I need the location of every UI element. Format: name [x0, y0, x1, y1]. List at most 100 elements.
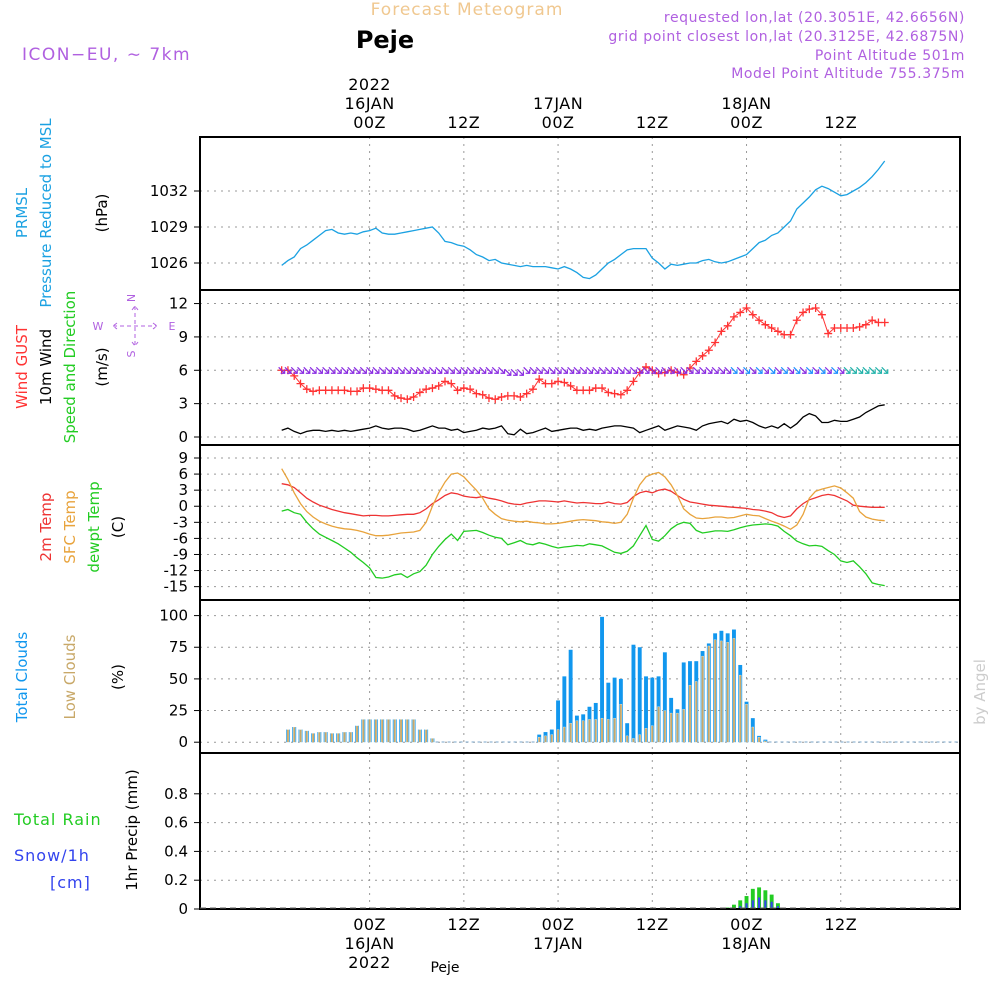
wind-direction-arrow — [736, 366, 744, 374]
bottom-axis-tick-label: 16JAN — [345, 934, 395, 953]
bar-low_clouds — [682, 709, 685, 743]
gust-marker — [717, 327, 726, 336]
gust-marker — [698, 351, 707, 360]
top-axis-tick-label: 12Z — [447, 113, 480, 132]
wind-direction-arrow — [868, 366, 876, 374]
wind-direction-arrow — [705, 366, 713, 374]
bar-low_clouds — [575, 720, 579, 743]
y-tick-label: 0.4 — [164, 842, 188, 860]
bar-low_clouds — [412, 719, 415, 743]
gust-marker — [484, 394, 493, 403]
bar-low_clouds — [720, 640, 723, 743]
bar-low_clouds — [355, 725, 359, 743]
wind-direction-arrow — [717, 366, 725, 374]
series-line-temp2m — [281, 483, 885, 519]
bar-total_clouds — [662, 652, 667, 743]
wind-direction-arrow — [372, 366, 380, 374]
bar-low_clouds — [293, 726, 296, 743]
y-tick-label: 1029 — [150, 218, 188, 236]
y-tick-label: 100 — [159, 607, 188, 625]
wind-direction-arrow — [642, 366, 650, 374]
panel-precip: 0 0.2 0.4 0.6 0.8 Total Rain Snow/1h [cm] 1hr Pr… — [13, 752, 961, 918]
bar-low_clouds — [424, 729, 428, 743]
wind-direction-arrow — [309, 366, 317, 374]
bar-total_clouds — [606, 682, 611, 743]
panel-side-label: Low Clouds — [61, 634, 79, 719]
bar-low_clouds — [588, 719, 591, 743]
bar-snow — [745, 903, 748, 909]
gust-marker — [629, 377, 638, 386]
top-axis-tick-label: 00Z — [730, 113, 763, 132]
compass-ew-arrow — [112, 322, 158, 330]
bar-total_clouds — [612, 677, 617, 743]
bar-low_clouds — [299, 729, 302, 743]
wind-direction-arrow — [498, 366, 506, 374]
bottom-axis-tick-label: 18JAN — [721, 934, 771, 953]
panel-side-label: 10m Wind — [37, 329, 55, 405]
wind-direction-arrow — [598, 366, 606, 374]
gust-marker — [440, 377, 449, 386]
wind-direction-arrow — [284, 366, 292, 374]
bar-low_clouds — [324, 731, 327, 743]
panel-side-label: 1hr Precip (mm) — [123, 769, 141, 890]
wind-direction-arrow — [849, 366, 857, 374]
bar-low_clouds — [362, 719, 365, 743]
bar-rain — [744, 896, 749, 909]
bar-low_clouds — [757, 736, 761, 743]
wind-direction-arrow — [780, 366, 788, 374]
wind-direction-arrow — [604, 366, 612, 374]
top-axis-tick-label: 16JAN — [345, 94, 395, 113]
gust-marker — [861, 320, 870, 329]
gust-marker — [855, 322, 864, 331]
y-tick-label: -3 — [173, 513, 188, 531]
gust-marker — [516, 392, 525, 401]
bar-low_clouds — [311, 733, 315, 743]
y-tick-label: -15 — [164, 578, 189, 596]
wind-direction-arrow — [699, 366, 707, 374]
gust-marker — [679, 370, 688, 379]
gust-marker — [447, 379, 456, 388]
wind-direction-arrow — [422, 366, 430, 374]
compass-w: W — [93, 320, 104, 333]
series-line-sfc — [281, 468, 885, 537]
bar-total_clouds — [650, 677, 655, 743]
wind-direction-arrow — [535, 366, 543, 374]
bar-low_clouds — [336, 733, 340, 743]
bar-low_clouds — [330, 733, 334, 743]
info-grid: grid point closest lon,lat (20.3125E, 42… — [608, 29, 965, 45]
gust-marker — [692, 357, 701, 366]
y-tick-label: 0.6 — [164, 814, 188, 832]
bar-low_clouds — [676, 712, 679, 743]
bar-low_clouds — [305, 730, 309, 743]
bottom-axis-tick-label: 00Z — [353, 915, 386, 934]
y-tick-label: 6 — [178, 465, 188, 483]
panel-side-label: (C) — [109, 516, 127, 538]
wind-direction-arrow — [410, 366, 418, 374]
top-axis-tick-label: 12Z — [824, 113, 857, 132]
bar-snow — [764, 900, 767, 909]
y-tick-label: 50 — [169, 670, 188, 688]
footer-location: Peje — [430, 960, 459, 976]
y-tick-label: -6 — [173, 529, 188, 547]
y-tick-label: 6 — [178, 361, 188, 379]
info-model-altitude: Model Point Altitude 755.375m — [731, 66, 965, 82]
wind-direction-arrow — [862, 366, 870, 374]
gust-marker — [880, 318, 889, 327]
wind-direction-arrow — [812, 366, 820, 374]
y-tick-label: -9 — [173, 545, 188, 563]
wind-direction-arrow — [793, 366, 801, 374]
bar-rain — [750, 888, 755, 909]
gust-marker — [453, 386, 462, 395]
bar-low_clouds — [387, 719, 390, 743]
gust-marker — [761, 320, 770, 329]
wind-direction-arrow — [787, 366, 795, 374]
gust-marker — [711, 338, 720, 347]
gust-marker — [566, 381, 575, 390]
gust-marker — [560, 378, 569, 387]
wind-direction-arrow — [567, 366, 575, 374]
wind-direction-arrow — [315, 366, 323, 374]
gust-marker — [736, 308, 745, 317]
gust-marker — [428, 384, 437, 393]
